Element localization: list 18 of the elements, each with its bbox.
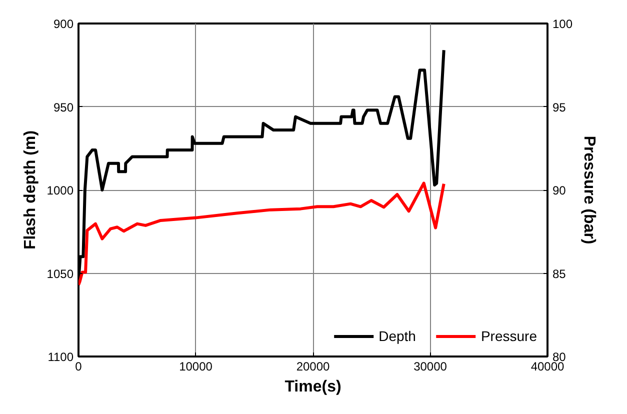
y-tick-label: 1050 (46, 266, 74, 281)
legend-label: Depth (378, 328, 416, 344)
y-axis-title: Flash depth (m) (22, 130, 39, 250)
y-tick-label: 900 (53, 17, 74, 31)
x-tick-label: 0 (75, 360, 82, 374)
y2-tick-label: 95 (552, 100, 566, 114)
y-tick-label: 1000 (46, 184, 74, 198)
y-tick-label: 950 (53, 100, 74, 114)
x-tick-label: 30000 (414, 360, 448, 374)
legend-label: Pressure (480, 328, 537, 344)
y-tick-label: 1100 (48, 350, 74, 364)
y2-tick-label: 85 (552, 266, 566, 281)
y2-tick-label: 100 (552, 17, 573, 31)
x-axis-title: Time(s) (284, 378, 342, 396)
x-tick-label: 10000 (179, 360, 213, 374)
y2-axis-title: Pressure (bar) (580, 136, 598, 244)
y2-tick-label: 90 (552, 184, 566, 198)
x-tick-label: 20000 (296, 360, 330, 374)
